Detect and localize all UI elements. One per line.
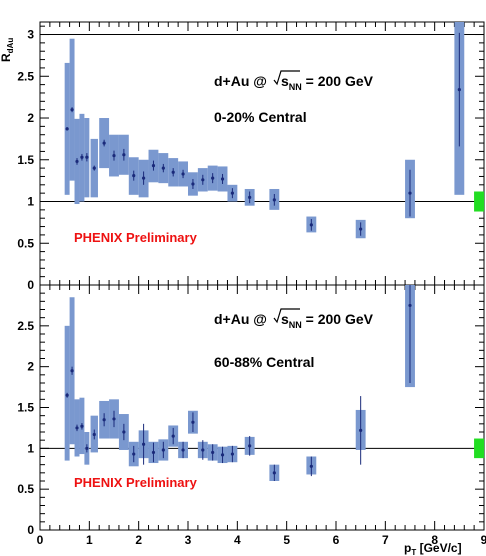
y-tick-label: 1 [27, 195, 34, 209]
x-axis-title: pT [GeV/c] [404, 541, 462, 556]
data-point [151, 164, 156, 168]
data-point [248, 444, 252, 448]
data-point [80, 424, 84, 428]
data-point [142, 442, 146, 446]
data-point [132, 452, 136, 456]
collision-annotation: d+Au @ sNN = 200 GeV [214, 73, 374, 92]
x-tick-label: 5 [283, 533, 290, 547]
x-tick-label: 6 [333, 533, 340, 547]
data-point [248, 195, 252, 199]
preliminary-label: PHENIX Preliminary [74, 230, 198, 245]
y-axis-title: RdAu [0, 38, 15, 62]
y-tick-label: 1.5 [17, 401, 34, 415]
data-point [272, 198, 276, 202]
data-point [211, 450, 215, 455]
data-point [112, 153, 116, 158]
data-point [230, 452, 234, 456]
data-point [171, 434, 175, 438]
data-point [161, 166, 165, 170]
y-tick-label: 2.5 [17, 69, 34, 83]
data-point [112, 417, 116, 421]
y-tick-label: 1.5 [17, 153, 34, 167]
data-point [161, 448, 165, 452]
data-point [220, 453, 225, 457]
data-point [201, 448, 205, 452]
data-point [191, 182, 195, 186]
data-point [80, 155, 84, 159]
data-point [201, 178, 205, 182]
x-tick-label: 2 [135, 533, 142, 547]
data-point [70, 369, 74, 373]
y-tick-label: 0.5 [17, 482, 34, 496]
y-tick-label: 0 [27, 278, 34, 292]
data-point [171, 170, 175, 174]
data-point [181, 448, 185, 452]
data-point [92, 166, 96, 170]
data-point [211, 176, 215, 180]
y-tick-label: 3 [27, 28, 34, 42]
data-point [408, 191, 412, 195]
preliminary-label: PHENIX Preliminary [74, 475, 198, 490]
data-point [151, 450, 156, 455]
data-point [191, 420, 195, 424]
x-tick-label: 3 [185, 533, 192, 547]
sqrt-symbol [273, 70, 300, 86]
top-panel: 0 0.5 1 1.5 2 2.5 3 d+Au @ sNN = 200 GeV 0-20% Ce… [17, 22, 485, 292]
normalization-box [474, 191, 485, 212]
data-point [359, 227, 363, 231]
y-tick-label: 2 [27, 360, 34, 374]
bottom-panel: 0 0.5 1 1.5 2 2.5 0 1 2 3 4 5 6 7 8 9 d+Au @ sNN = 200 Ge… [17, 285, 486, 547]
data-point [85, 446, 89, 450]
data-point [75, 159, 79, 164]
y-tick-label: 0 [27, 523, 34, 537]
x-tick-label: 8 [431, 533, 438, 547]
x-tick-label: 7 [382, 533, 389, 547]
data-point [122, 153, 126, 157]
data-point [457, 88, 461, 92]
data-point [230, 191, 234, 195]
data-point [102, 141, 106, 145]
data-point [220, 177, 225, 181]
normalization-box [474, 438, 485, 459]
y-tick-label: 2 [27, 111, 34, 125]
data-point [132, 174, 136, 178]
data-point [85, 155, 89, 159]
sqrt-symbol [273, 308, 300, 324]
y-tick-label: 1 [27, 441, 34, 455]
data-point [142, 176, 146, 180]
x-tick-label: 4 [234, 533, 241, 547]
data-point [122, 430, 126, 434]
data-point [359, 428, 363, 432]
data-point [75, 426, 79, 430]
x-tick-label: 9 [481, 533, 486, 547]
data-point [65, 127, 69, 131]
data-point [102, 418, 106, 422]
data-point [272, 471, 276, 475]
data-point [92, 432, 96, 437]
x-tick-label: 0 [37, 533, 44, 547]
data-point [309, 223, 313, 227]
data-point [309, 464, 313, 468]
data-point [181, 172, 185, 176]
y-tick-label: 2.5 [17, 319, 34, 333]
data-point [70, 108, 74, 112]
collision-annotation: d+Au @ sNN = 200 GeV [214, 311, 374, 330]
y-tick-label: 0.5 [17, 236, 34, 250]
centrality-label: 60-88% Central [214, 354, 314, 370]
x-tick-label: 1 [86, 533, 93, 547]
centrality-label: 0-20% Central [214, 109, 307, 125]
data-point [408, 303, 412, 308]
data-point [65, 393, 69, 397]
